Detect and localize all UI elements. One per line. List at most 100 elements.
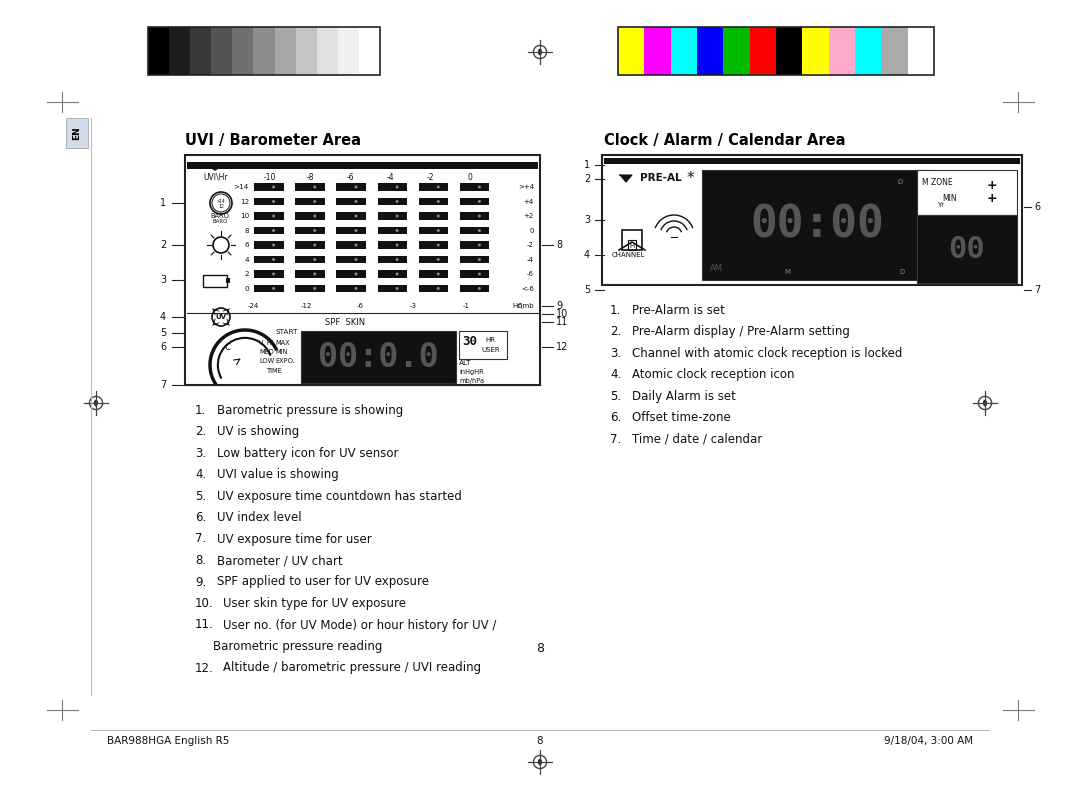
- Text: 5.: 5.: [610, 389, 621, 403]
- Circle shape: [395, 287, 399, 290]
- Text: CHANNEL: CHANNEL: [612, 252, 646, 258]
- Text: MAX: MAX: [275, 340, 289, 346]
- Text: -6: -6: [347, 172, 354, 181]
- Text: 10: 10: [556, 309, 568, 319]
- Bar: [295, 270, 325, 277]
- Text: 8: 8: [537, 736, 543, 746]
- Text: +2: +2: [524, 213, 534, 219]
- Bar: [419, 285, 448, 292]
- Bar: [750, 27, 777, 75]
- Text: 2: 2: [160, 240, 166, 250]
- Bar: [254, 183, 284, 191]
- Text: User skin type for UV exposure: User skin type for UV exposure: [222, 597, 406, 610]
- Circle shape: [354, 273, 357, 276]
- Bar: [295, 197, 325, 205]
- Circle shape: [436, 258, 440, 261]
- Text: inHgHR: inHgHR: [459, 369, 484, 375]
- Circle shape: [272, 273, 275, 276]
- Circle shape: [354, 185, 357, 188]
- Text: 9: 9: [556, 301, 562, 311]
- Text: 6: 6: [244, 242, 249, 248]
- Bar: [336, 270, 366, 277]
- Circle shape: [313, 244, 316, 247]
- Circle shape: [436, 244, 440, 247]
- Text: 6.: 6.: [610, 411, 621, 424]
- Bar: [254, 256, 284, 263]
- Text: ALT: ALT: [459, 360, 471, 366]
- Text: 9/18/04, 3:00 AM: 9/18/04, 3:00 AM: [883, 736, 973, 746]
- Text: 4.: 4.: [195, 468, 206, 481]
- Bar: [148, 27, 380, 75]
- Bar: [336, 256, 366, 263]
- Circle shape: [354, 229, 357, 232]
- Text: Altitude / barometric pressure / UVI reading: Altitude / barometric pressure / UVI rea…: [222, 662, 481, 675]
- Bar: [254, 285, 284, 292]
- Circle shape: [313, 214, 316, 218]
- Text: D: D: [900, 269, 905, 275]
- Bar: [378, 285, 407, 292]
- Text: Clock / Alarm / Calendar Area: Clock / Alarm / Calendar Area: [604, 133, 846, 147]
- Bar: [602, 155, 1022, 285]
- Text: EXPO.: EXPO.: [275, 358, 295, 364]
- Bar: [295, 285, 325, 292]
- Bar: [378, 256, 407, 263]
- Bar: [295, 241, 325, 249]
- Text: Pre-Alarm display / Pre-Alarm setting: Pre-Alarm display / Pre-Alarm setting: [632, 325, 850, 338]
- Circle shape: [436, 185, 440, 188]
- Bar: [295, 227, 325, 235]
- Circle shape: [354, 287, 357, 290]
- Circle shape: [272, 200, 275, 203]
- Text: 6.: 6.: [195, 511, 206, 524]
- Text: 3: 3: [584, 215, 590, 225]
- Bar: [301, 331, 456, 383]
- Text: 4.: 4.: [610, 368, 621, 381]
- Text: 5.: 5.: [195, 489, 206, 502]
- Bar: [296, 27, 316, 75]
- Text: 4: 4: [584, 250, 590, 260]
- Text: 2.: 2.: [610, 325, 621, 338]
- Text: -1: -1: [463, 303, 470, 309]
- Bar: [460, 241, 489, 249]
- Text: 12: 12: [556, 342, 568, 352]
- Bar: [622, 230, 642, 250]
- Text: *: *: [686, 171, 693, 185]
- Circle shape: [478, 287, 481, 290]
- Text: M ZONE: M ZONE: [922, 177, 953, 187]
- Text: 11: 11: [556, 317, 568, 327]
- Circle shape: [313, 200, 316, 203]
- Bar: [459, 331, 507, 359]
- Bar: [336, 212, 366, 220]
- Circle shape: [313, 258, 316, 261]
- Text: 10.: 10.: [195, 597, 214, 610]
- Circle shape: [478, 273, 481, 276]
- Text: D: D: [897, 179, 902, 185]
- Text: UV exposure time for user: UV exposure time for user: [217, 532, 372, 545]
- Bar: [419, 227, 448, 235]
- Bar: [419, 270, 448, 277]
- Text: UV is showing: UV is showing: [217, 425, 299, 438]
- Text: 7: 7: [1034, 285, 1040, 295]
- Text: 00:0.0: 00:0.0: [319, 341, 438, 374]
- Bar: [419, 183, 448, 191]
- Bar: [828, 27, 855, 75]
- Bar: [697, 27, 724, 75]
- Text: Barometric pressure reading: Barometric pressure reading: [213, 640, 382, 653]
- Text: -2: -2: [527, 242, 534, 248]
- Ellipse shape: [983, 400, 987, 406]
- Circle shape: [436, 273, 440, 276]
- Bar: [378, 212, 407, 220]
- Circle shape: [478, 185, 481, 188]
- Text: LOW: LOW: [259, 358, 274, 364]
- Text: 7: 7: [160, 380, 166, 390]
- Text: UV: UV: [216, 314, 227, 320]
- Text: 0: 0: [244, 286, 249, 291]
- Bar: [460, 227, 489, 235]
- Text: 11.: 11.: [195, 619, 214, 632]
- Bar: [917, 170, 1017, 215]
- Text: 1: 1: [160, 198, 166, 208]
- Text: EN: EN: [72, 126, 81, 140]
- Text: UVI value is showing: UVI value is showing: [217, 468, 339, 481]
- Text: 0: 0: [468, 172, 472, 181]
- Bar: [618, 27, 934, 75]
- Text: +: +: [987, 192, 997, 205]
